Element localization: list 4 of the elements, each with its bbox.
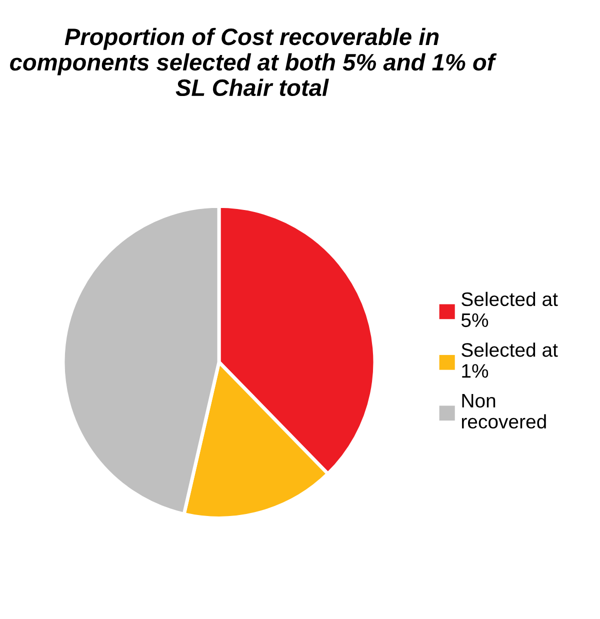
- legend-label: Selected at 1%: [462, 342, 558, 378]
- legend-label: Selected at 5%: [461, 292, 558, 328]
- chart-title: Proportion of Cost recoverable in components selected at both 5% and 1% of SL Chair total: [10, 28, 497, 96]
- legend-label: Non recovered: [462, 394, 546, 429]
